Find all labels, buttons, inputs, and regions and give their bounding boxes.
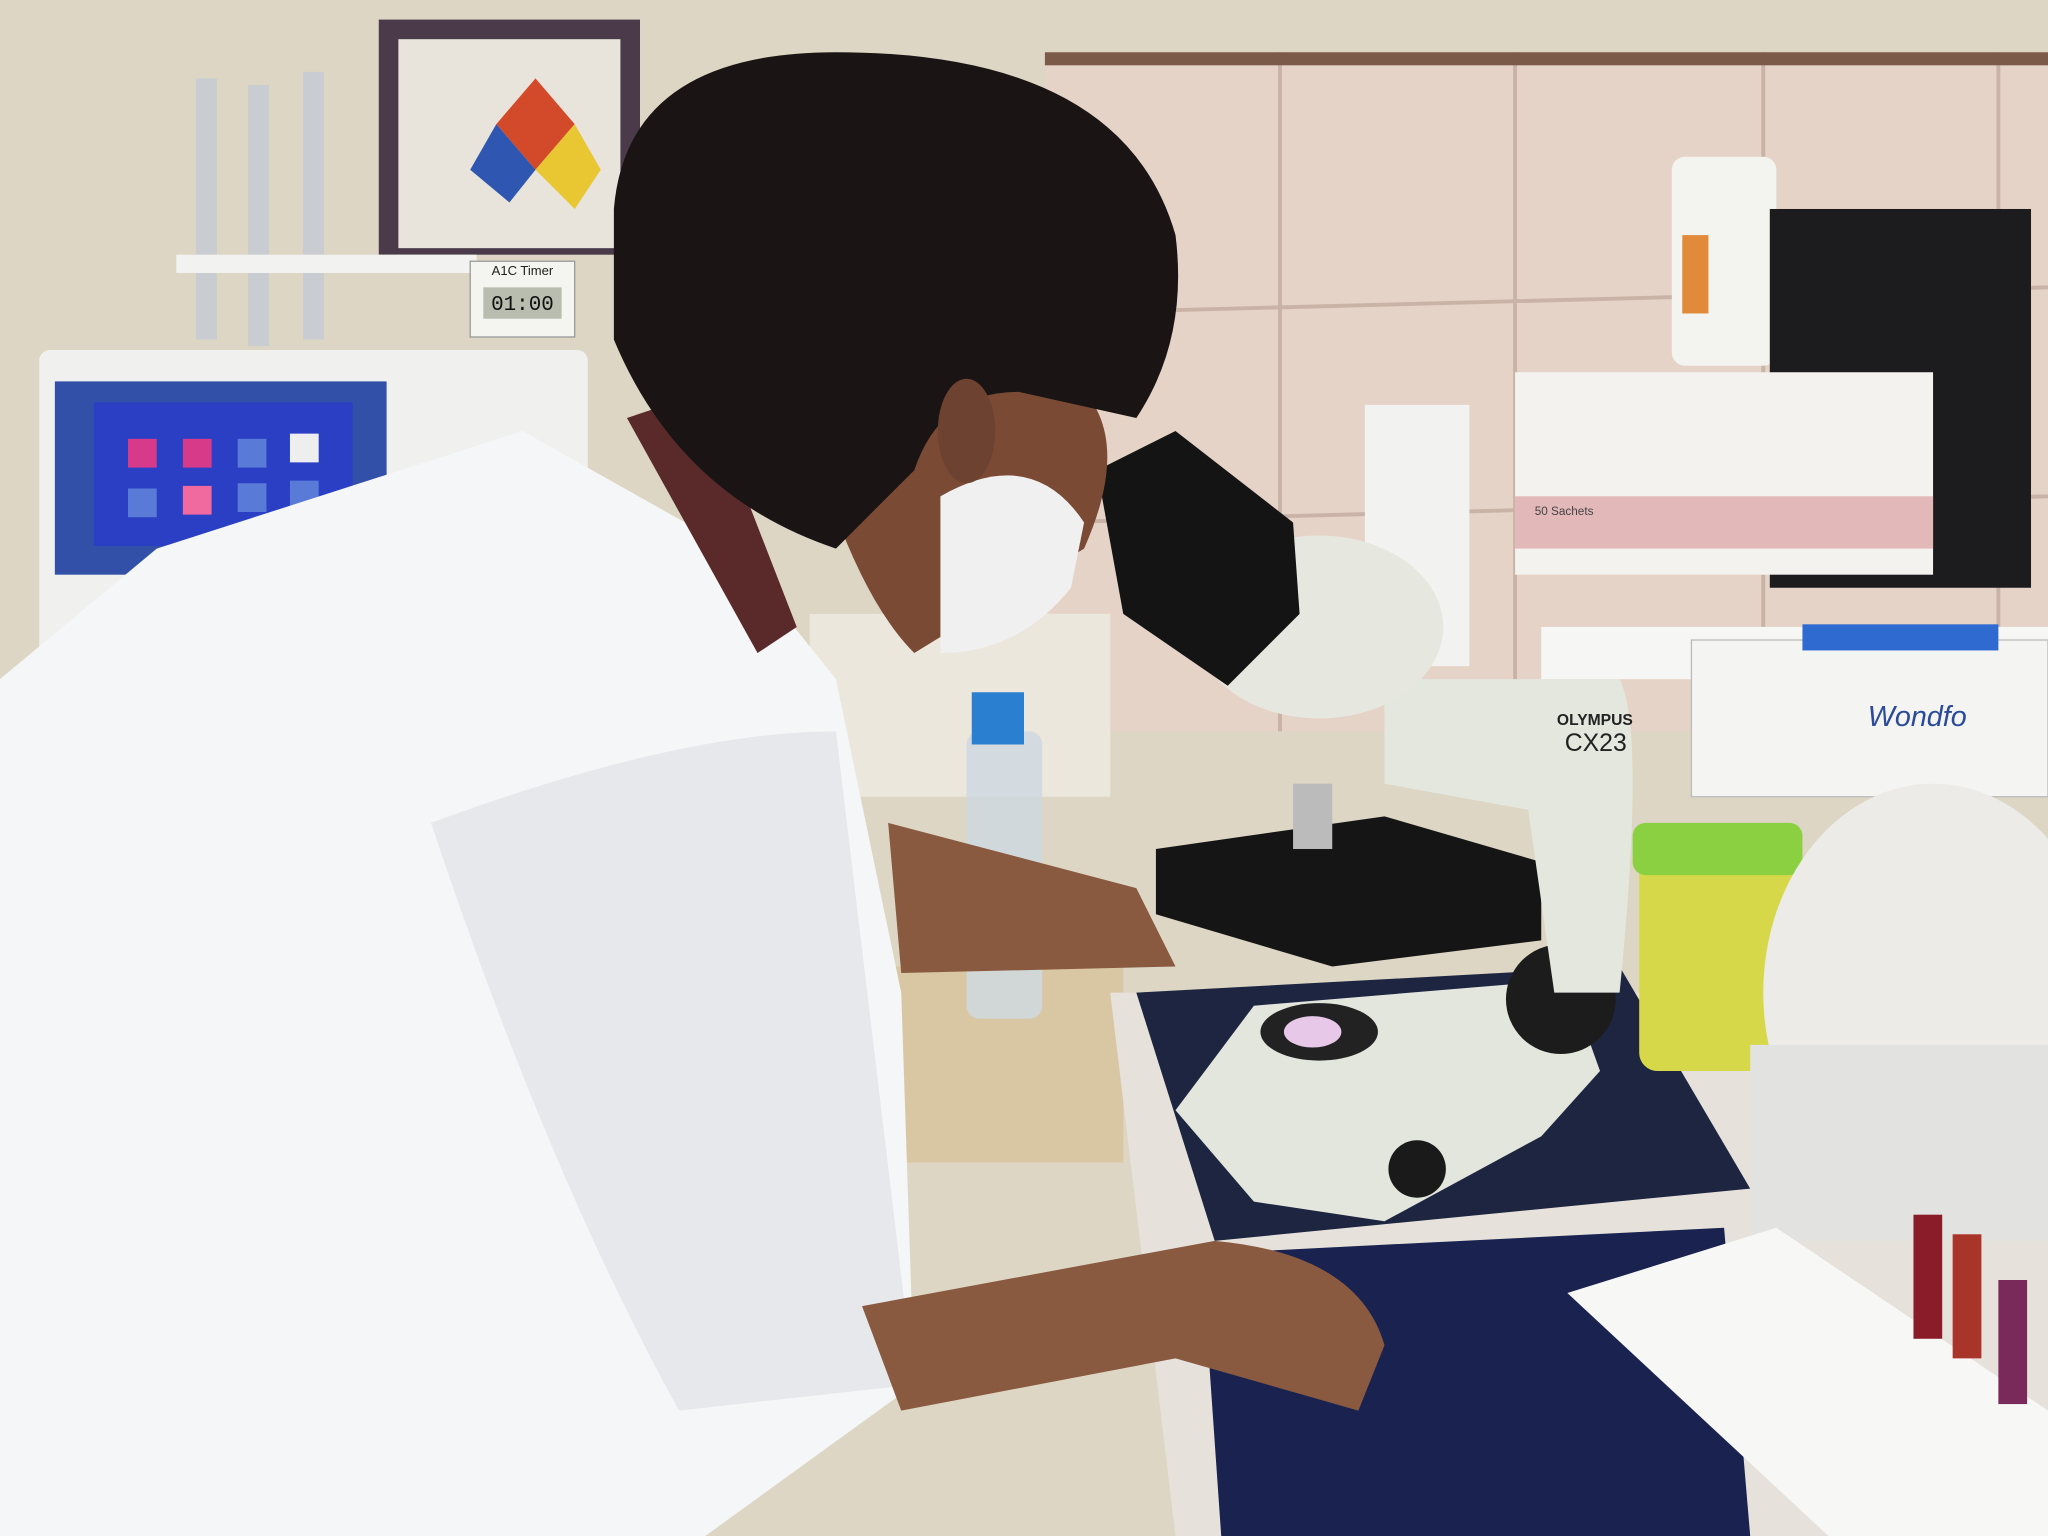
timer-display: 01:00 — [491, 294, 554, 317]
tube-rack — [1567, 1227, 2048, 1536]
hazard-diamond — [470, 124, 536, 203]
microscope-arm — [1384, 679, 1633, 993]
centrifuge-base — [1750, 1044, 2048, 1241]
lanyard — [626, 391, 797, 654]
pipette-rack — [176, 254, 477, 273]
pipette — [195, 78, 217, 340]
wood-counter — [888, 966, 1124, 1163]
pipette — [248, 84, 270, 347]
blood-tube — [1998, 1280, 2028, 1405]
tip-jar — [1639, 835, 1796, 1072]
objective — [1293, 783, 1333, 849]
mask — [940, 475, 1085, 654]
stage — [1155, 816, 1542, 967]
focus-knob — [1388, 1140, 1446, 1198]
microscope-model: CX23 — [1565, 730, 1627, 757]
timer-label: A1C Timer — [492, 263, 554, 278]
blood-tube — [1913, 1214, 1943, 1339]
eyepiece — [1097, 431, 1300, 686]
spray-head — [971, 692, 1024, 745]
hazard-diamond — [535, 124, 601, 209]
pipette — [303, 71, 324, 340]
light — [1283, 1016, 1342, 1048]
jar-lid — [1632, 822, 1803, 876]
microscope-brand: OLYMPUS — [1557, 712, 1633, 729]
box-band — [1515, 496, 1934, 549]
bottle-label — [1682, 235, 1709, 314]
hand — [862, 1240, 1385, 1411]
box-brand: Wondfo — [1868, 701, 1967, 733]
box-count: 50 Sachets — [1535, 505, 1594, 518]
forearm — [888, 822, 1176, 974]
blood-tube — [1952, 1234, 1982, 1359]
hair — [613, 52, 1179, 549]
sleeve-shade — [431, 731, 915, 1411]
timer-screen — [483, 287, 562, 319]
wall-trim — [1044, 52, 2048, 66]
ear — [937, 378, 996, 484]
screen-icons — [128, 433, 319, 518]
wondfo-box — [1690, 639, 2048, 798]
box-window — [1802, 624, 1999, 651]
